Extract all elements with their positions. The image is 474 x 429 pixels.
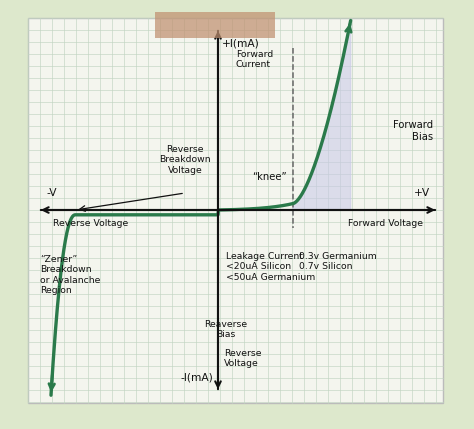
Text: “Zener”
Breakdown
or Avalanche
Region: “Zener” Breakdown or Avalanche Region	[40, 255, 100, 295]
Text: +I(mA): +I(mA)	[222, 38, 260, 48]
Text: Forward Voltage: Forward Voltage	[348, 219, 423, 228]
Text: +V: +V	[414, 188, 430, 198]
Bar	[155, 12, 275, 38]
Polygon shape	[76, 210, 218, 215]
Text: -I(mA): -I(mA)	[180, 372, 213, 382]
Polygon shape	[293, 21, 351, 210]
Text: -V: -V	[46, 188, 56, 198]
Text: Leakage Current
<20uA Silicon
<50uA Germanium: Leakage Current <20uA Silicon <50uA Germ…	[226, 252, 315, 282]
Text: Reaverse
Bias: Reaverse Bias	[204, 320, 247, 339]
Text: “knee”: “knee”	[252, 172, 287, 182]
Text: 0.3v Germanium
0.7v Silicon: 0.3v Germanium 0.7v Silicon	[299, 252, 376, 272]
Text: Reverse
Breakdown
Voltage: Reverse Breakdown Voltage	[159, 145, 211, 175]
Text: Reverse Voltage: Reverse Voltage	[53, 219, 128, 228]
Text: Forward
Bias: Forward Bias	[393, 120, 433, 142]
Text: Forward
Current: Forward Current	[236, 50, 273, 69]
Bar	[28, 18, 443, 403]
Text: Reverse
Voltage: Reverse Voltage	[224, 349, 262, 368]
